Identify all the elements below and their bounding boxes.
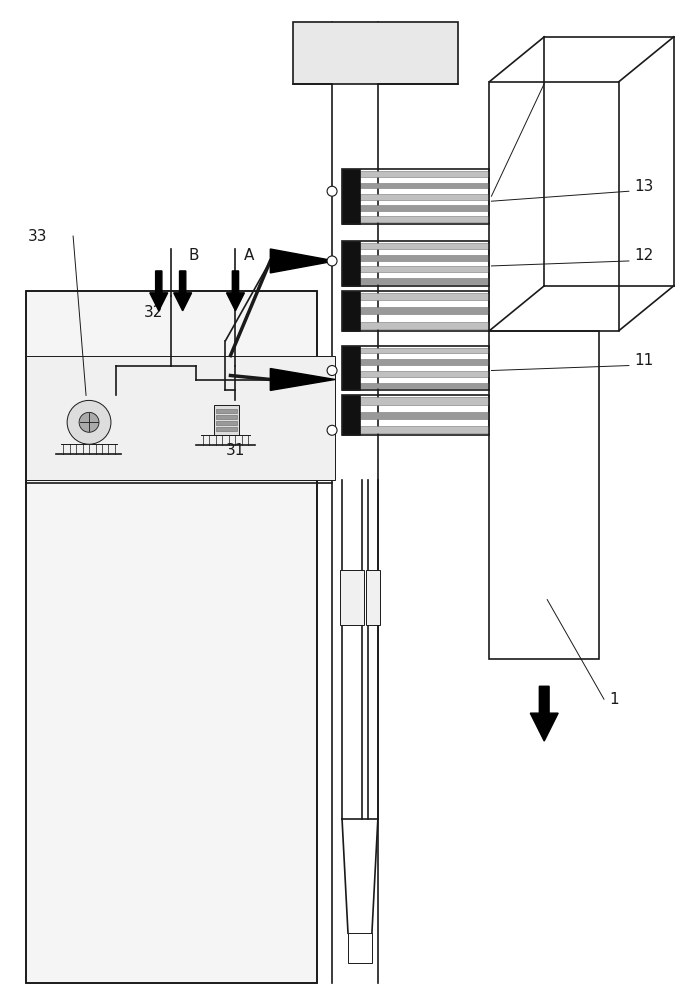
Circle shape [79, 412, 99, 432]
Bar [489, 82, 619, 331]
Bar [360, 307, 489, 314]
Circle shape [327, 366, 337, 375]
Bar [360, 243, 489, 249]
Bar [342, 169, 360, 224]
Text: 13: 13 [634, 179, 653, 194]
Bar [342, 395, 489, 435]
FancyArrow shape [227, 271, 245, 311]
Text: 12: 12 [634, 248, 653, 263]
Bar [360, 322, 489, 329]
Text: B: B [189, 248, 199, 263]
Bar [360, 216, 489, 222]
Polygon shape [270, 249, 335, 273]
Bar [26, 291, 317, 983]
Bar [348, 933, 372, 963]
Bar [26, 356, 335, 480]
Bar [360, 205, 489, 211]
Bar [366, 570, 380, 625]
Bar [342, 395, 360, 435]
Circle shape [327, 256, 337, 266]
Bar [213, 405, 240, 435]
Bar [26, 291, 317, 983]
Circle shape [67, 400, 111, 444]
Bar [360, 171, 489, 177]
Bar [342, 241, 489, 286]
Bar [342, 291, 489, 331]
Bar [360, 412, 489, 419]
Bar [342, 346, 360, 390]
Bar [340, 570, 364, 625]
Bar [342, 241, 360, 286]
Bar [360, 426, 489, 433]
Bar [215, 415, 238, 419]
Bar [360, 183, 489, 188]
Text: A: A [243, 248, 254, 263]
Polygon shape [270, 369, 335, 390]
Bar [342, 169, 489, 224]
Bar [360, 194, 489, 200]
Bar [215, 409, 238, 413]
Bar [215, 421, 238, 425]
Bar [360, 266, 489, 272]
Text: 31: 31 [226, 443, 245, 458]
Text: 32: 32 [144, 305, 163, 320]
Bar [360, 293, 489, 300]
Bar [360, 371, 489, 377]
Circle shape [327, 425, 337, 435]
Bar [360, 397, 489, 405]
Text: 11: 11 [634, 353, 653, 368]
Bar [360, 348, 489, 353]
FancyArrow shape [530, 686, 558, 741]
Bar [489, 331, 599, 659]
Bar [342, 291, 360, 331]
Bar [360, 383, 489, 388]
Bar [215, 427, 238, 431]
FancyArrow shape [150, 271, 168, 311]
FancyArrow shape [174, 271, 192, 311]
Text: 1: 1 [609, 692, 618, 707]
Bar [360, 359, 489, 365]
Text: 33: 33 [29, 229, 48, 244]
Bar [360, 278, 489, 284]
Bar [293, 22, 457, 84]
Bar [360, 255, 489, 261]
Circle shape [327, 186, 337, 196]
Bar [342, 346, 489, 390]
